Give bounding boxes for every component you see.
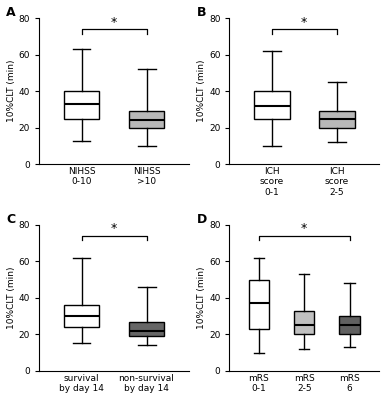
Text: A: A	[6, 6, 16, 20]
Text: *: *	[111, 222, 117, 235]
PathPatch shape	[339, 316, 360, 334]
PathPatch shape	[254, 91, 290, 119]
Text: *: *	[301, 222, 307, 235]
Y-axis label: 10%CLT (min): 10%CLT (min)	[197, 60, 206, 122]
Text: *: *	[301, 16, 307, 28]
Text: C: C	[6, 213, 15, 226]
PathPatch shape	[129, 322, 164, 336]
Y-axis label: 10%CLT (min): 10%CLT (min)	[197, 266, 206, 329]
Text: *: *	[111, 16, 117, 28]
PathPatch shape	[64, 305, 100, 327]
PathPatch shape	[64, 91, 100, 119]
PathPatch shape	[249, 280, 269, 329]
Text: B: B	[196, 6, 206, 20]
PathPatch shape	[294, 310, 315, 334]
Y-axis label: 10%CLT (min): 10%CLT (min)	[7, 266, 16, 329]
PathPatch shape	[319, 111, 355, 128]
Text: D: D	[196, 213, 207, 226]
PathPatch shape	[129, 111, 164, 128]
Y-axis label: 10%CLT (min): 10%CLT (min)	[7, 60, 16, 122]
